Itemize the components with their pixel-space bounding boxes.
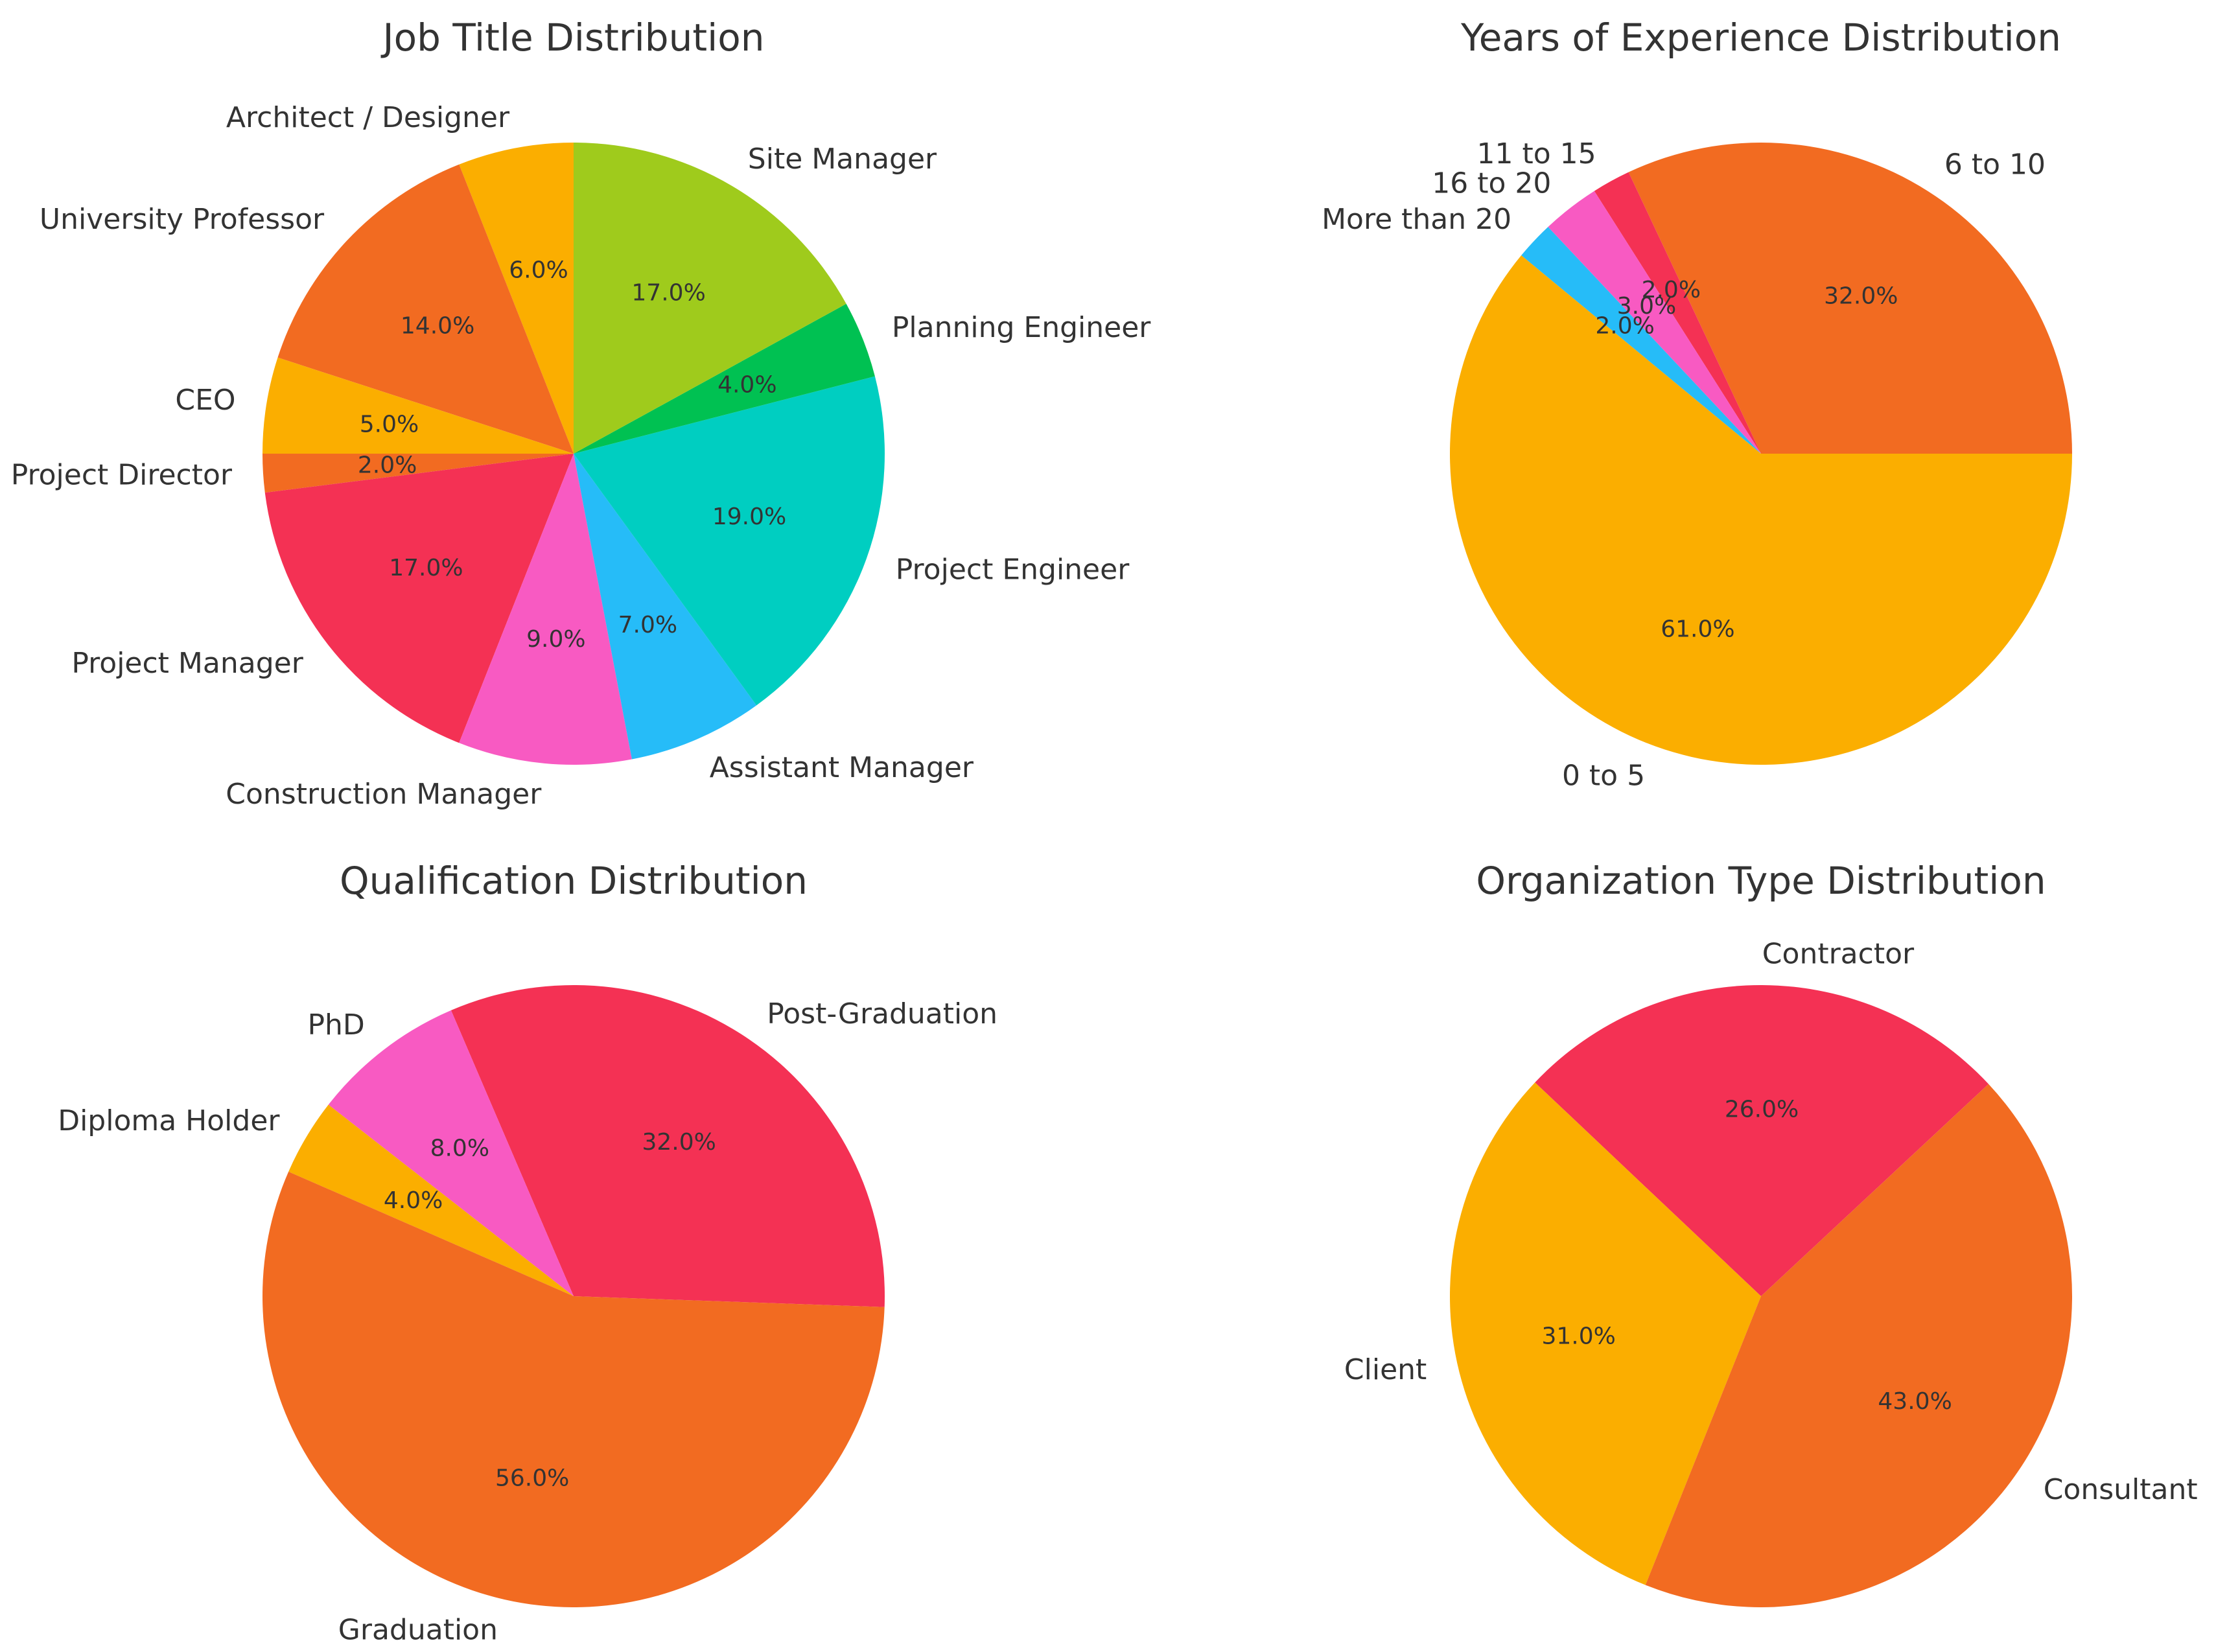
percent-labels-organization-type: 26.0% 31.0% 43.0% [1542,1097,1952,1415]
category-labels-qualification: Post-Graduation PhD Diploma Holder Graduati… [58,997,997,1647]
percent-label-11-to-15: 2.0% [1642,277,1701,303]
slice-label-construction-manager: Construction Manager [226,778,542,811]
slice-label-architect-designer: Architect / Designer [226,101,510,134]
slice-label-contractor: Contractor [1762,938,1915,971]
slice-label-16-to-20: 16 to 20 [1432,167,1551,200]
pie-chart-job-title: Job Title Distribution 6.0% 14.0% 5.0% 2.0%… [11,16,1152,811]
chart-title-job-title: Job Title Distribution [381,16,765,60]
percent-labels-years-experience: 32.0% 2.0%3.0%2.0% 61.0% [1595,277,1898,642]
percent-label-16-to-20: 3.0% [1617,293,1676,320]
percent-label-post-graduation: 32.0% [642,1129,716,1156]
pie-slice-ceo [262,357,574,454]
percent-label-client: 31.0% [1542,1323,1616,1349]
pie-slice-6-to-10 [1628,142,2072,454]
slice-label-ceo: CEO [175,384,235,417]
slice-label-planning-engineer: Planning Engineer [892,311,1151,344]
slice-label-phd: PhD [307,1008,364,1041]
percent-label-phd: 8.0% [430,1135,489,1161]
slice-label-diploma-holder: Diploma Holder [58,1104,280,1137]
chart-title-qualification: Qualification Distribution [340,859,808,903]
pie-slice-construction-manager [459,454,632,765]
percent-label-diploma-holder: 4.0% [384,1187,443,1214]
percent-label-project-director: 2.0% [358,452,417,479]
pie-slice-university-professor [277,164,574,454]
percent-label-6-to-10: 32.0% [1824,283,1898,309]
pie-slice-planning-engineer [574,303,875,454]
category-labels-organization-type: Contractor Client Consultant [1344,938,2198,1506]
pie-slice-consultant [1645,1084,2072,1607]
pie-slice-project-engineer [574,376,885,706]
percent-labels-job-title: 6.0% 14.0% 5.0% 2.0% 17.0% 9.0% 7.0% 19.0% 4.0% 1… [358,257,786,653]
percent-label-more-than-20: 2.0% [1595,312,1654,339]
slice-label-project-manager: Project Manager [71,647,303,680]
pie-slice-post-graduation [450,985,885,1307]
percent-label-project-manager: 17.0% [389,555,463,581]
percent-label-graduation: 56.0% [495,1465,569,1491]
pie-slice-site-manager [574,143,846,454]
slices-years-experience [1450,142,2072,765]
chart-title-years-experience: Years of Experience Distribution [1460,16,2061,60]
pie-slice-phd [328,1010,574,1296]
percent-label-university-professor: 14.0% [401,312,474,339]
slice-label-project-engineer: Project Engineer [896,553,1130,586]
slice-label-consultant: Consultant [2044,1473,2198,1506]
percent-label-construction-manager: 9.0% [526,626,585,653]
slice-label-graduation: Graduation [338,1613,498,1646]
percent-label-consultant: 43.0% [1878,1388,1952,1415]
pie-chart-years-experience: Years of Experience Distribution 32.0% 2.… [1322,16,2072,792]
percent-label-project-engineer: 19.0% [712,504,786,530]
percent-labels-qualification: 32.0% 8.0% 4.0% 56.0% [384,1129,716,1491]
pie-slice-0-to-5 [1450,255,2072,765]
slices-job-title [262,143,885,765]
slice-label-client: Client [1344,1353,1427,1386]
slice-label-project-director: Project Director [11,459,233,492]
category-labels-job-title: Architect / Designer University Professor… [11,101,1152,811]
pie-slice-project-director [262,454,574,493]
slice-label-11-to-15: 11 to 15 [1476,137,1596,170]
pie-slice-graduation [262,1171,885,1608]
slice-label-0-to-5: 0 to 5 [1562,759,1645,792]
percent-label-site-manager: 17.0% [631,280,705,307]
pie-chart-organization-type: Organization Type Distribution 26.0% 31.0… [1344,859,2198,1607]
slices-qualification [262,985,885,1608]
slice-label-post-graduation: Post-Graduation [767,997,997,1030]
pie-slice-contractor [1535,984,1989,1296]
pie-slice-client [1449,1082,1761,1585]
percent-label-0-to-5: 61.0% [1661,616,1734,643]
slice-label-site-manager: Site Manager [748,143,937,176]
percent-label-architect-designer: 6.0% [509,257,568,284]
pie-slice-assistant-manager [574,454,757,760]
pie-slice-diploma-holder [288,1104,574,1296]
pie-slice-more-than-20 [1521,227,1761,454]
slice-label-more-than-20: More than 20 [1322,203,1511,236]
pie-slice-architect-designer [459,143,574,454]
chart-title-organization-type: Organization Type Distribution [1476,859,2046,903]
percent-label-ceo: 5.0% [360,411,419,437]
slice-label-6-to-10: 6 to 10 [1944,148,2046,181]
pie-slice-16-to-20 [1548,191,1761,454]
pie-chart-qualification: Qualification Distribution 32.0% 8.0% 4.0%… [58,859,997,1646]
slices-organization-type [1449,984,2072,1607]
percent-label-planning-engineer: 4.0% [717,372,776,399]
percent-label-contractor: 26.0% [1725,1097,1799,1123]
slice-label-university-professor: University Professor [40,203,325,236]
percent-label-assistant-manager: 7.0% [618,612,677,638]
pie-slice-11-to-15 [1594,172,1761,454]
slice-label-assistant-manager: Assistant Manager [710,751,974,784]
pie-slice-project-manager [264,454,574,743]
